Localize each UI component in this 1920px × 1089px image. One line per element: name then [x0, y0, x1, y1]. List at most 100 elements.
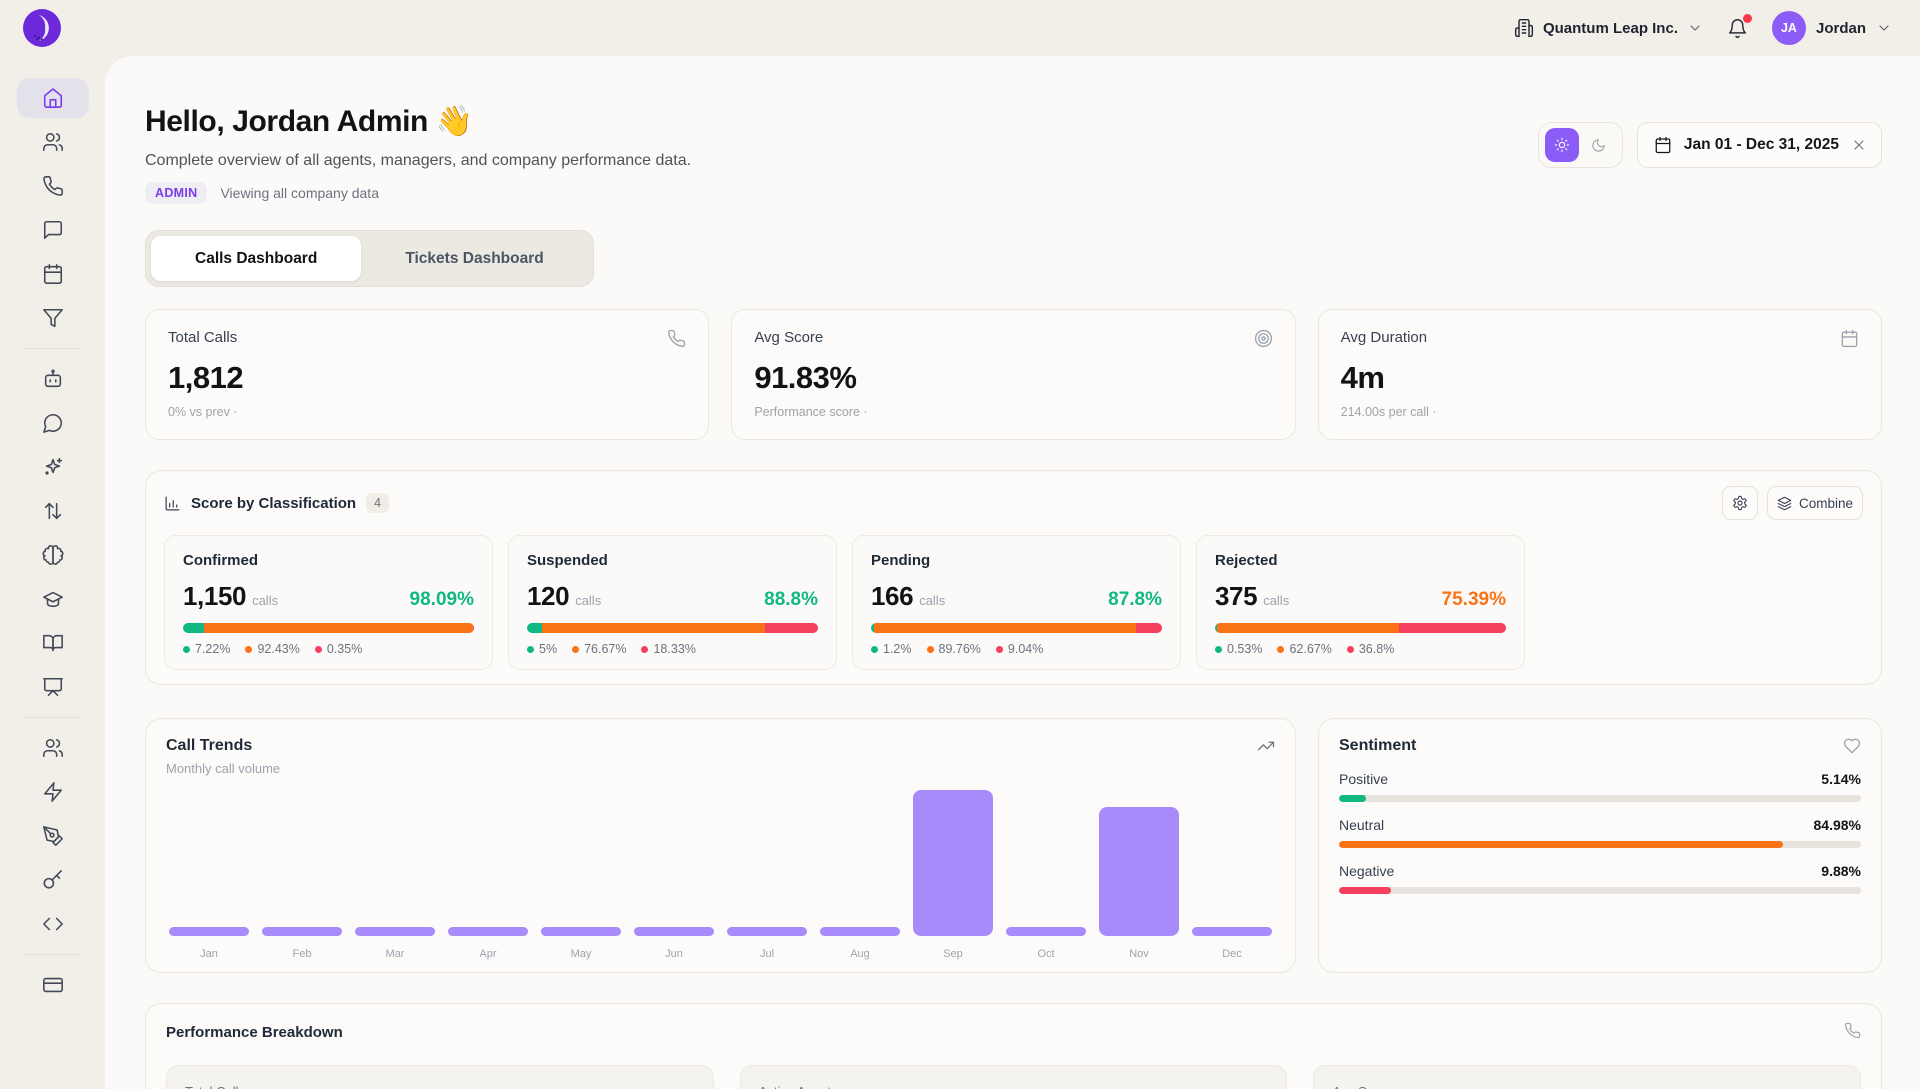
stat-sub: Performance score ·	[754, 405, 1272, 419]
sidebar-item-sparkles[interactable]	[17, 447, 89, 487]
chart-bar-Apr[interactable]	[448, 927, 529, 936]
bar-segment	[1217, 623, 1399, 633]
sidebar-item-key[interactable]	[17, 860, 89, 900]
settings-button[interactable]	[1722, 486, 1758, 520]
graduation-cap-icon	[42, 588, 64, 610]
classification-card-score: 88.8%	[764, 589, 818, 611]
classification-progress-bar	[527, 623, 818, 633]
chart-bar-Feb[interactable]	[262, 927, 343, 936]
legend-item: 89.76%	[927, 642, 981, 656]
gear-icon	[1732, 495, 1748, 511]
sidebar-item-book-open[interactable]	[17, 623, 89, 663]
x-tick-label: Jun	[631, 948, 717, 960]
calendar-icon	[1654, 136, 1672, 154]
sentiment-title: Sentiment	[1339, 737, 1861, 755]
x-tick-label: Mar	[352, 948, 438, 960]
chart-bar-Oct[interactable]	[1006, 927, 1087, 936]
chart-bar-Jan[interactable]	[169, 927, 250, 936]
sun-icon	[1554, 137, 1570, 153]
chart-bar-Jul[interactable]	[727, 927, 808, 936]
sentiment-track	[1339, 841, 1861, 848]
chevron-down-icon	[1687, 20, 1703, 36]
call-trends-x-axis: JanFebMarAprMayJunJulAugSepOctNovDec	[166, 948, 1275, 960]
funnel-icon	[42, 307, 64, 329]
performance-card-0: Total Calls	[166, 1065, 714, 1089]
sidebar-item-arrow-up-down[interactable]	[17, 491, 89, 531]
legend-item: 0.53%	[1215, 642, 1262, 656]
code-icon	[42, 913, 64, 935]
sidebar-item-credit-card[interactable]	[17, 965, 89, 1005]
sentiment-label: Neutral	[1339, 817, 1384, 833]
notifications-button[interactable]	[1727, 18, 1748, 39]
bar-segment	[1136, 623, 1162, 633]
sidebar-item-calendar[interactable]	[17, 254, 89, 294]
chart-bar-Sep[interactable]	[913, 790, 994, 936]
stat-label: Avg Duration	[1341, 329, 1427, 346]
light-mode-button[interactable]	[1545, 128, 1579, 162]
calendar-icon	[1840, 329, 1859, 348]
sidebar-item-funnel[interactable]	[17, 298, 89, 338]
sidebar-item-message-square[interactable]	[17, 210, 89, 250]
sidebar-divider	[25, 348, 81, 349]
users-2-icon	[42, 737, 64, 759]
classification-card-calls: 375calls	[1215, 581, 1289, 612]
dark-mode-button[interactable]	[1582, 128, 1616, 162]
combine-button[interactable]: Combine	[1767, 486, 1863, 520]
app-logo[interactable]	[22, 8, 62, 48]
date-range-picker[interactable]: Jan 01 - Dec 31, 2025	[1637, 122, 1882, 168]
legend-item: 76.67%	[572, 642, 626, 656]
bar-slot	[445, 927, 531, 936]
tab-calls-dashboard[interactable]: Calls Dashboard	[151, 236, 361, 281]
sidebar-item-code[interactable]	[17, 904, 89, 944]
credit-card-icon	[42, 974, 64, 996]
chart-bar-Aug[interactable]	[820, 927, 901, 936]
company-switcher[interactable]: Quantum Leap Inc.	[1514, 18, 1703, 38]
stat-sub: 0% vs prev ·	[168, 405, 686, 419]
legend-item: 62.67%	[1277, 642, 1331, 656]
building-icon	[1514, 18, 1534, 38]
sidebar-item-bot[interactable]	[17, 359, 89, 399]
score-by-classification-section: Score by Classification 4 Combine Confir…	[145, 470, 1882, 685]
page-subtitle: Complete overview of all agents, manager…	[145, 152, 691, 170]
sidebar-item-home[interactable]	[17, 78, 89, 118]
performance-cards: Total CallsActive AgentsAvg Score	[166, 1065, 1861, 1089]
sidebar-item-phone[interactable]	[17, 166, 89, 206]
sidebar-item-users-2[interactable]	[17, 728, 89, 768]
page-header: Hello, Jordan Admin 👋 Complete overview …	[145, 104, 1882, 204]
stat-label: Total Calls	[168, 329, 237, 346]
performance-card-label: Avg Score	[1332, 1084, 1392, 1089]
arrow-up-down-icon	[42, 500, 64, 522]
notification-dot	[1743, 14, 1752, 23]
chart-bar-May[interactable]	[541, 927, 622, 936]
stat-card-0: Total Calls1,8120% vs prev ·	[145, 309, 709, 440]
bar-chart-icon	[164, 495, 181, 512]
chart-bar-Nov[interactable]	[1099, 807, 1180, 936]
sidebar-item-presentation[interactable]	[17, 667, 89, 707]
sidebar-item-brain[interactable]	[17, 535, 89, 575]
sentiment-value: 5.14%	[1821, 771, 1861, 787]
chevron-down-icon	[1876, 20, 1892, 36]
chart-bar-Dec[interactable]	[1192, 927, 1273, 936]
clear-date-icon[interactable]	[1851, 137, 1867, 153]
sidebar-item-zap[interactable]	[17, 772, 89, 812]
chart-bar-Mar[interactable]	[355, 927, 436, 936]
call-trends-title: Call Trends	[166, 737, 1275, 755]
legend-item: 18.33%	[641, 642, 695, 656]
theme-toggle	[1538, 122, 1623, 168]
x-tick-label: Feb	[259, 948, 345, 960]
sidebar-item-graduation-cap[interactable]	[17, 579, 89, 619]
sidebar-item-pen-tool[interactable]	[17, 816, 89, 856]
classification-legend: 7.22%92.43%0.35%	[183, 642, 474, 656]
chart-bar-Jun[interactable]	[634, 927, 715, 936]
calls-unit: calls	[575, 593, 601, 608]
sidebar-item-message-circle[interactable]	[17, 403, 89, 443]
heart-icon	[1843, 737, 1861, 755]
user-menu[interactable]: JA Jordan	[1772, 11, 1892, 45]
calls-unit: calls	[1263, 593, 1289, 608]
sidebar-item-users[interactable]	[17, 122, 89, 162]
bar-slot	[352, 927, 438, 936]
classification-legend: 1.2%89.76%9.04%	[871, 642, 1162, 656]
classification-progress-bar	[183, 623, 474, 633]
tab-tickets-dashboard[interactable]: Tickets Dashboard	[361, 236, 587, 281]
classification-card-calls: 1,150calls	[183, 581, 278, 612]
